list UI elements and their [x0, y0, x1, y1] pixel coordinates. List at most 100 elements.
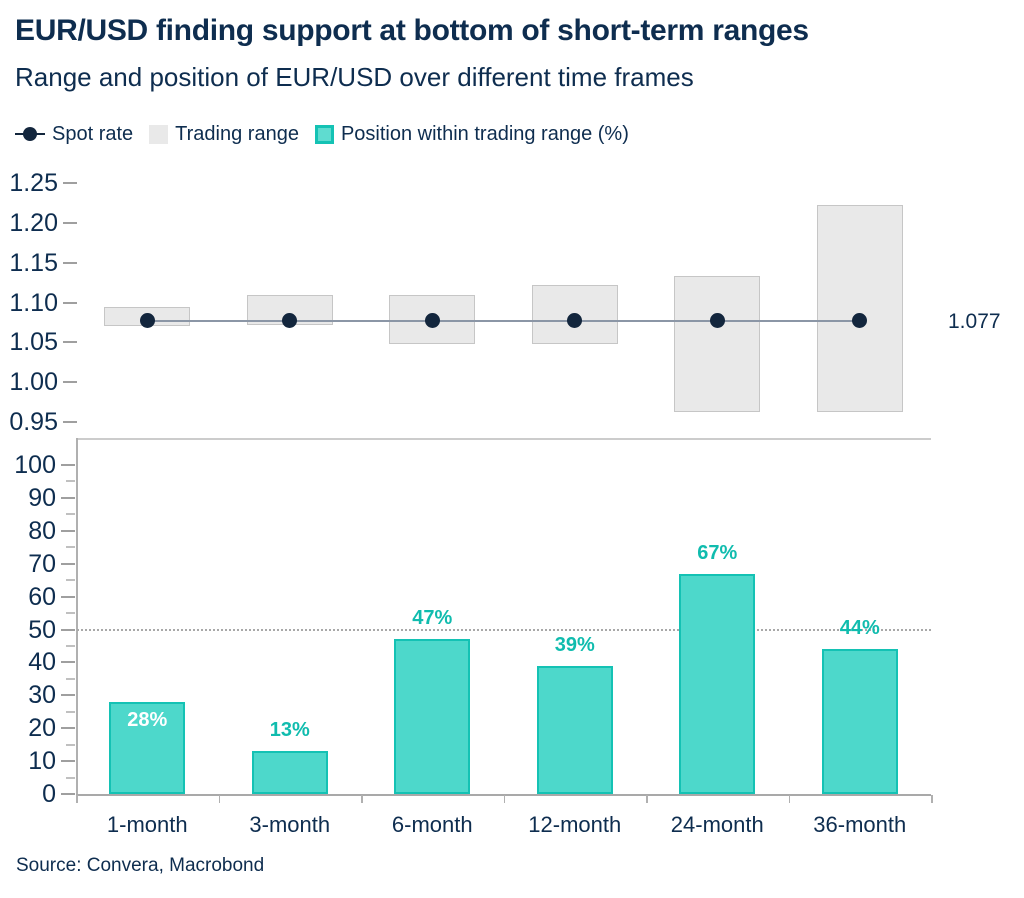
bottom-minor-tick-mark [66, 644, 75, 647]
top-ytick-label: 1.25 [9, 169, 58, 197]
top-ytick-mark [63, 341, 77, 344]
bottom-ytick-mark [61, 760, 75, 763]
bottom-ytick-label: 60 [28, 582, 56, 611]
bottom-minor-tick-mark [66, 579, 75, 582]
category-label: 6-month [391, 812, 473, 837]
source-note: Source: Convera, Macrobond [16, 855, 265, 876]
bottom-minor-tick-mark [66, 546, 75, 549]
bottom-xtick-mark [76, 795, 78, 803]
bottom-ytick-mark [61, 464, 75, 466]
position-bar [109, 701, 186, 794]
spot-rate-value-label: 1.077 [948, 309, 1001, 333]
legend: Spot rate Trading range Position within … [15, 119, 629, 149]
legend-item-trading-range: Trading range [149, 123, 299, 146]
position-bar-value-label: 13% [269, 719, 310, 742]
bottom-ytick-mark [61, 496, 75, 499]
bottom-ytick-mark [61, 727, 75, 730]
bottom-xtick-mark [646, 795, 648, 803]
bottom-x-axis-line [76, 794, 931, 796]
top-ytick-label: 1.00 [9, 368, 58, 397]
bottom-ytick-label: 70 [28, 549, 56, 578]
bottom-minor-tick-mark [66, 677, 75, 680]
bottom-ytick-label: 20 [28, 714, 56, 743]
bottom-xtick-mark [361, 795, 363, 803]
top-ytick-mark [63, 421, 77, 423]
spot-rate-dot [852, 313, 868, 329]
page-title: EUR/USD finding support at bottom of sho… [15, 14, 809, 47]
top-ytick-mark [63, 261, 77, 264]
category-label: 1-month [106, 812, 188, 837]
bottom-ytick-label: 80 [28, 516, 56, 545]
spot-rate-line-dot-icon [15, 126, 45, 142]
top-ytick-mark [63, 182, 77, 184]
trading-range-box [816, 204, 903, 412]
bottom-ytick-label: 100 [14, 451, 56, 479]
panel-separator-line [76, 438, 931, 440]
bottom-ytick-label: 50 [28, 615, 56, 644]
spot-rate-dot [282, 313, 298, 329]
top-ytick-label: 0.95 [9, 408, 58, 436]
top-ytick-label: 1.05 [9, 328, 58, 357]
bottom-ytick-label: 40 [28, 648, 56, 677]
bottom-ytick-mark [61, 694, 75, 697]
category-label: 24-month [670, 812, 764, 837]
bottom-ytick-label: 10 [28, 747, 56, 776]
legend-item-spot-rate: Spot rate [15, 123, 133, 146]
top-ytick-mark [63, 381, 77, 384]
legend-label-position: Position within trading range (%) [340, 122, 629, 145]
position-bar-value-label: 39% [554, 633, 595, 656]
top-ytick-mark [63, 221, 77, 224]
legend-label-trading-range: Trading range [175, 122, 299, 145]
top-ytick-mark [63, 301, 77, 304]
position-bar-value-label: 47% [412, 607, 453, 630]
position-bar [821, 649, 898, 794]
bottom-ytick-label: 90 [28, 483, 56, 512]
bottom-xtick-mark [788, 795, 790, 803]
bottom-ytick-mark [61, 529, 75, 532]
spot-rate-dot [139, 313, 155, 329]
bottom-minor-tick-mark [66, 743, 75, 746]
position-bar [536, 665, 613, 794]
bottom-minor-tick-mark [66, 513, 75, 516]
position-bar-value-label: 44% [839, 617, 880, 640]
position-bar-chart-panel: 0 10 20 30 40 50 60 70 80 90 100 28% 13% 47% 39% 67% 44%… [0, 438, 1024, 848]
bottom-ytick-mark [61, 562, 75, 565]
spot-rate-dot [709, 313, 725, 329]
bottom-minor-tick-mark [66, 710, 75, 713]
legend-label-spot-rate: Spot rate [52, 122, 134, 145]
spot-rate-line [147, 319, 860, 322]
bottom-minor-tick-mark [66, 480, 75, 483]
spot-rate-dot [424, 313, 440, 329]
legend-item-position: Position within trading range (%) [314, 122, 629, 146]
bottom-ytick-label: 0 [42, 780, 56, 808]
bottom-xtick-mark [218, 795, 220, 803]
bottom-xtick-mark [503, 795, 505, 803]
top-ytick-label: 1.15 [9, 248, 58, 277]
bottom-ytick-mark [61, 793, 75, 795]
top-ytick-label: 1.10 [9, 288, 58, 317]
trading-range-box [674, 276, 761, 412]
top-ytick-label: 1.20 [9, 208, 58, 237]
bottom-minor-tick-mark [66, 776, 75, 779]
position-bar-value-label: 28% [127, 708, 168, 731]
page-subtitle: Range and position of EUR/USD over diffe… [15, 62, 694, 92]
bottom-xtick-mark [931, 795, 933, 803]
position-bar [251, 751, 328, 794]
position-bar-value-label: 67% [697, 541, 738, 564]
bottom-ytick-mark [61, 661, 75, 664]
bottom-minor-tick-mark [66, 612, 75, 615]
range-chart-panel: 1.25 1.20 1.15 1.10 1.05 1.00 0.95 1.077 [0, 165, 1024, 438]
position-swatch-icon [314, 124, 334, 144]
bottom-ytick-label: 30 [28, 681, 56, 710]
category-label: 12-month [528, 812, 622, 837]
category-label: 3-month [249, 812, 331, 837]
position-bar [679, 573, 756, 794]
trading-range-swatch-icon [149, 124, 169, 144]
category-label: 36-month [813, 812, 907, 837]
bottom-ytick-mark [61, 595, 75, 598]
spot-rate-dot [567, 313, 583, 329]
position-bar [394, 639, 471, 794]
bottom-y-axis-line [76, 438, 78, 794]
reference-line-50 [77, 628, 931, 631]
